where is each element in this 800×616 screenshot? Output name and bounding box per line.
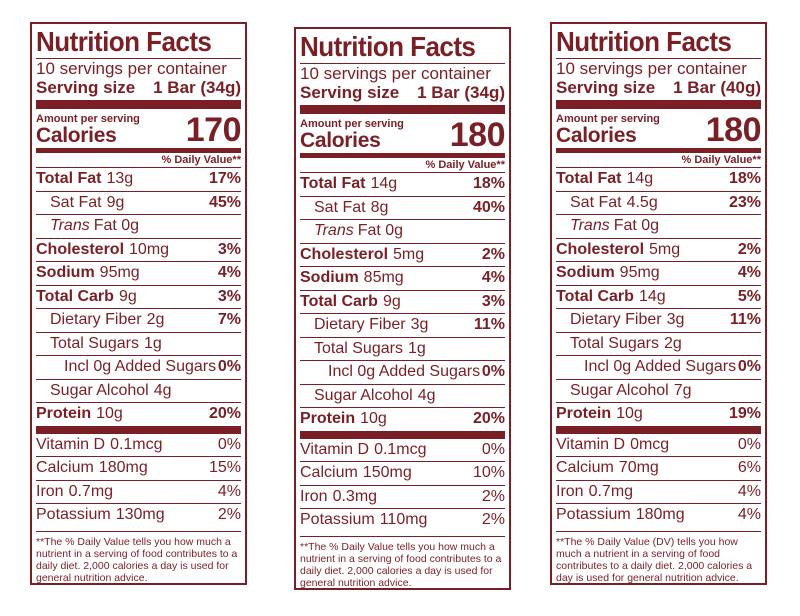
label-title: Nutrition Facts — [556, 26, 732, 57]
row-potassium: Potassium 180mg 4% — [556, 503, 761, 527]
row-total-carb: Total Carb 14g 5% — [556, 284, 761, 309]
row-cholesterol: Cholesterol 5mg 2% — [556, 237, 761, 262]
daily-value-header: % Daily Value** — [681, 154, 762, 166]
row-total-sugars: Total Sugars 1g — [300, 336, 505, 361]
calories-value: 170 — [185, 111, 242, 149]
row-calcium: Calcium 70mg 6% — [556, 456, 761, 480]
row-sodium: Sodium 85mg 4% — [300, 266, 505, 290]
row-sugar-alcohol: Sugar Alcohol 7g — [556, 378, 761, 403]
row-dietary-fiber: Dietary Fiber 3g 11% — [556, 308, 761, 332]
calories-row: Amount per serving Calories 170 — [36, 109, 242, 149]
servings-per-container: 10 servings per container — [556, 59, 747, 78]
medium-divider — [36, 148, 241, 153]
daily-value-header: % Daily Value** — [425, 159, 506, 171]
amount-per-serving: Amount per serving — [556, 113, 660, 125]
serving-size-value: 1 Bar (34g) — [417, 83, 505, 102]
footnote: **The % Daily Value tells you how much a… — [36, 530, 241, 583]
row-protein: Protein 10g 20% — [300, 407, 505, 431]
serving-size-label: Serving size — [300, 83, 400, 102]
thick-divider — [556, 100, 761, 109]
thick-divider — [300, 430, 505, 439]
amount-per-serving: Amount per serving — [36, 113, 140, 125]
medium-divider — [300, 153, 505, 158]
row-protein: Protein 10g 20% — [36, 402, 241, 426]
serving-size-value: 1 Bar (34g) — [153, 78, 241, 97]
thick-divider — [36, 100, 241, 109]
row-sat-fat: Sat Fat 9g 45% — [36, 190, 241, 215]
divider — [300, 63, 505, 64]
nutrition-label-3: Nutrition Facts 10 servings per containe… — [550, 22, 767, 585]
footnote: **The % Daily Value (DV) tells you how m… — [556, 530, 761, 583]
row-dietary-fiber: Dietary Fiber 2g 7% — [36, 308, 241, 332]
row-vitamin-d: Vitamin D 0mcg 0% — [556, 435, 761, 453]
calories-row: Amount per serving Calories 180 — [300, 114, 506, 154]
row-vitamin-d: Vitamin D 0.1mcg 0% — [300, 440, 505, 458]
row-calcium: Calcium 180mg 15% — [36, 456, 241, 480]
calories-label: Calories — [556, 124, 637, 147]
serving-size-label: Serving size — [36, 78, 136, 97]
medium-divider — [556, 148, 761, 153]
row-iron: Iron 0.7mg 4% — [556, 479, 761, 504]
servings-per-container: 10 servings per container — [300, 64, 491, 83]
row-trans-fat: Trans Fat 0g — [556, 214, 761, 238]
servings-per-container: 10 servings per container — [36, 59, 227, 78]
row-sugar-alcohol: Sugar Alcohol 4g — [36, 378, 241, 403]
row-trans-fat: Trans Fat 0g — [36, 214, 241, 238]
row-sat-fat: Sat Fat 8g 40% — [300, 195, 505, 220]
serving-size: Serving size 1 Bar (34g) — [300, 83, 505, 102]
serving-size-value: 1 Bar (40g) — [673, 78, 761, 97]
row-iron: Iron 0.3mg 2% — [300, 484, 505, 509]
row-sodium: Sodium 95mg 4% — [36, 261, 241, 285]
row-sat-fat: Sat Fat 4.5g 23% — [556, 190, 761, 215]
row-added-sugars: Incl 0g Added Sugars 0% — [300, 360, 505, 384]
nutrition-label-2: Nutrition Facts 10 servings per containe… — [294, 27, 511, 590]
label-title: Nutrition Facts — [300, 31, 476, 62]
calories-label: Calories — [36, 124, 117, 147]
calories-row: Amount per serving Calories 180 — [556, 109, 762, 149]
thick-divider — [556, 425, 761, 434]
row-calcium: Calcium 150mg 10% — [300, 461, 505, 485]
row-trans-fat: Trans Fat 0g — [300, 219, 505, 243]
row-total-carb: Total Carb 9g 3% — [300, 289, 505, 314]
thick-divider — [36, 425, 241, 434]
serving-size: Serving size 1 Bar (34g) — [36, 78, 241, 97]
thick-divider — [300, 105, 505, 114]
row-potassium: Potassium 110mg 2% — [300, 508, 505, 532]
serving-size: Serving size 1 Bar (40g) — [556, 78, 761, 97]
nutrition-label-1: Nutrition Facts 10 servings per containe… — [30, 22, 247, 585]
label-title: Nutrition Facts — [36, 26, 212, 57]
row-total-fat: Total Fat 14g 18% — [556, 167, 761, 191]
serving-size-label: Serving size — [556, 78, 656, 97]
daily-value-header: % Daily Value** — [161, 154, 242, 166]
row-sodium: Sodium 95mg 4% — [556, 261, 761, 285]
row-total-fat: Total Fat 14g 18% — [300, 172, 505, 196]
calories-value: 180 — [449, 116, 506, 154]
amount-per-serving: Amount per serving — [300, 118, 404, 130]
row-total-fat: Total Fat 13g 17% — [36, 167, 241, 191]
row-dietary-fiber: Dietary Fiber 3g 11% — [300, 313, 505, 337]
row-sugar-alcohol: Sugar Alcohol 4g — [300, 383, 505, 408]
row-protein: Protein 10g 19% — [556, 402, 761, 426]
row-iron: Iron 0.7mg 4% — [36, 479, 241, 504]
calories-label: Calories — [300, 129, 381, 152]
divider — [556, 58, 761, 59]
row-potassium: Potassium 130mg 2% — [36, 503, 241, 527]
row-added-sugars: Incl 0g Added Sugars 0% — [556, 355, 761, 379]
row-cholesterol: Cholesterol 10mg 3% — [36, 237, 241, 262]
footnote: **The % Daily Value tells you how much a… — [300, 535, 505, 588]
divider — [36, 58, 241, 59]
row-cholesterol: Cholesterol 5mg 2% — [300, 242, 505, 267]
row-total-sugars: Total Sugars 1g — [36, 331, 241, 356]
row-added-sugars: Incl 0g Added Sugars 0% — [36, 355, 241, 379]
calories-value: 180 — [705, 111, 762, 149]
row-vitamin-d: Vitamin D 0.1mcg 0% — [36, 435, 241, 453]
row-total-carb: Total Carb 9g 3% — [36, 284, 241, 309]
row-total-sugars: Total Sugars 2g — [556, 331, 761, 356]
